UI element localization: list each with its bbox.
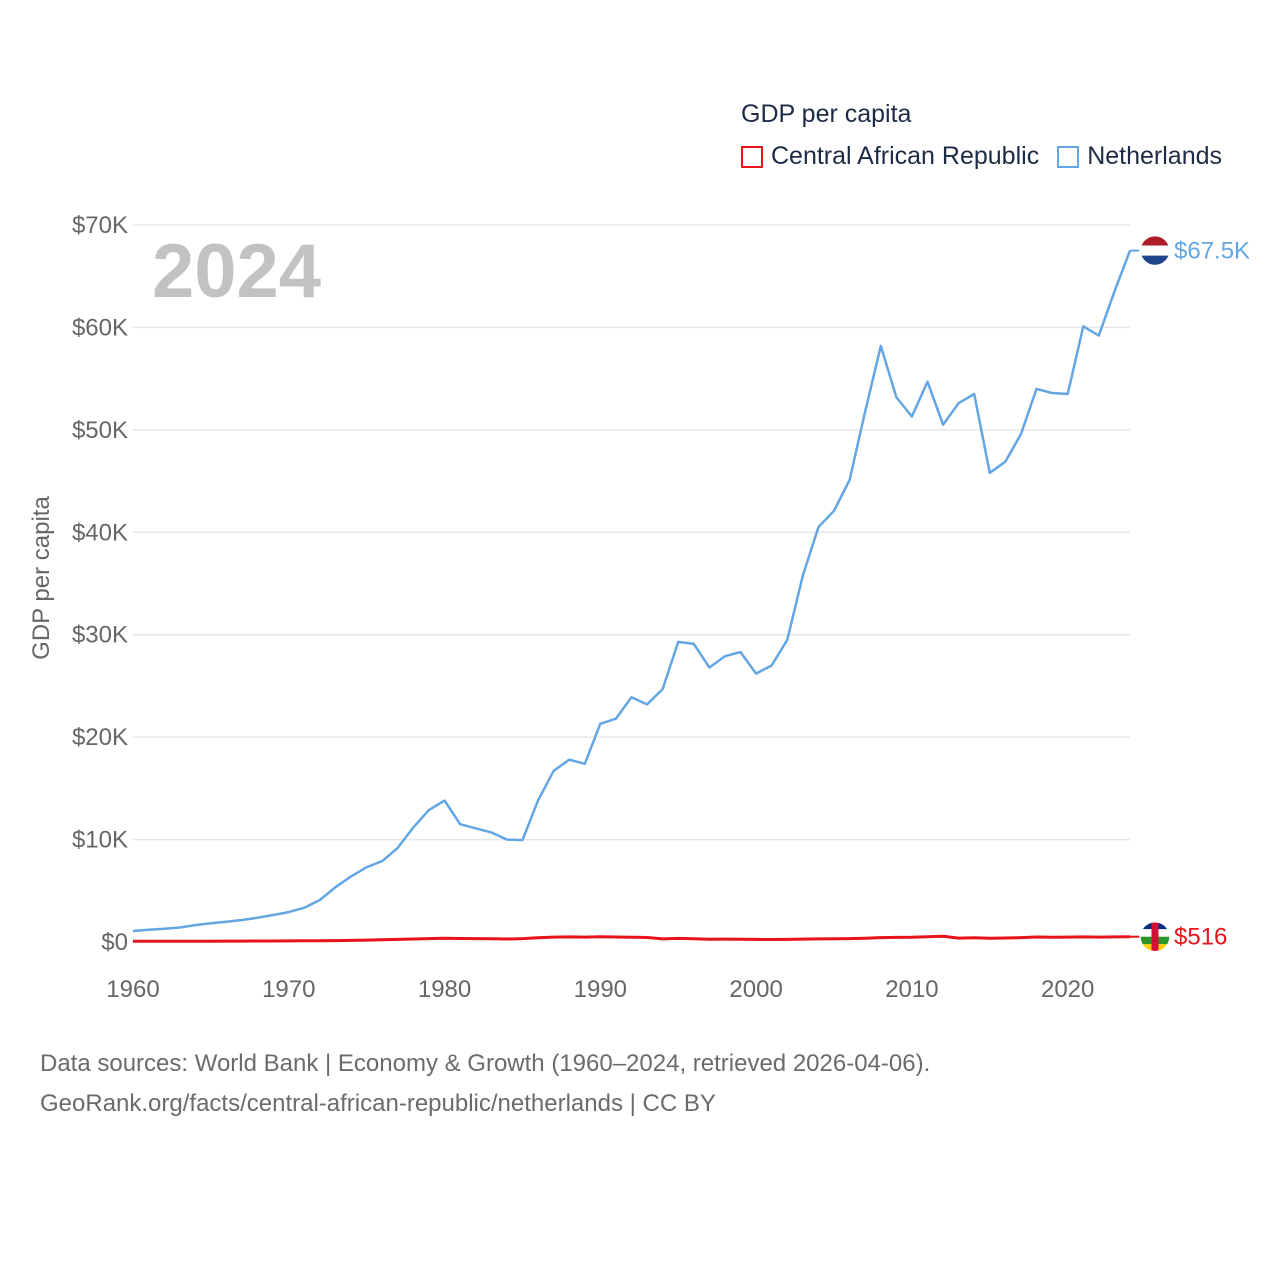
x-tick-label: 1970	[262, 976, 315, 1003]
y-tick-label: $10K	[72, 827, 128, 854]
legend-label-netherlands: Netherlands	[1087, 142, 1223, 170]
x-tick-label: 2020	[1041, 976, 1094, 1003]
legend-label-central-african-republic: Central African Republic	[771, 142, 1040, 170]
y-axis-ticks: $0 $10K $20K $30K $40K $50K $60K $70K	[72, 212, 128, 956]
y-tick-label: $0	[101, 929, 128, 956]
y-tick-label: $70K	[72, 212, 128, 239]
y-tick-label: $50K	[72, 417, 128, 444]
x-axis-ticks: 1960 1970 1980 1990 2000 2010 2020	[106, 976, 1094, 1003]
y-tick-label: $40K	[72, 519, 128, 546]
y-tick-label: $60K	[72, 314, 128, 341]
gridlines	[133, 224, 1130, 841]
legend-swatch-central-african-republic	[741, 145, 763, 168]
end-value-label-netherlands: $67.5K	[1174, 238, 1250, 265]
legend-item-central-african-republic[interactable]: Central African Republic	[741, 142, 1039, 171]
end-value-label-central-african-republic: $516	[1174, 924, 1227, 951]
source-note: Data sources: World Bank | Economy & Gro…	[40, 1044, 930, 1124]
netherlands-flag-icon-border	[1139, 234, 1171, 267]
year-label: 2024	[152, 229, 322, 314]
source-line-url[interactable]: GeoRank.org/facts/central-african-republ…	[40, 1090, 716, 1117]
legend-title: GDP per capita	[741, 100, 912, 128]
series-lines	[132, 250, 1132, 943]
series-line-netherlands[interactable]	[132, 250, 1132, 933]
central-african-republic-flag-icon	[1140, 921, 1170, 952]
y-tick-label: $30K	[72, 622, 128, 649]
x-tick-label: 1960	[106, 976, 159, 1003]
legend-item-netherlands[interactable]: Netherlands	[1057, 142, 1222, 171]
legend-swatch-netherlands	[1057, 145, 1080, 168]
end-markers: $516 $67.5K	[1130, 234, 1250, 953]
x-tick-label: 1980	[418, 976, 471, 1003]
netherlands-flag-icon	[1140, 235, 1170, 266]
x-tick-label: 2000	[729, 976, 782, 1003]
legend: Central African Republic Netherlands	[741, 142, 1240, 171]
source-line-data: Data sources: World Bank | Economy & Gro…	[40, 1050, 931, 1077]
x-tick-label: 2010	[885, 976, 938, 1003]
central-african-republic-flag-icon-border	[1139, 920, 1171, 953]
y-tick-label: $20K	[72, 724, 128, 751]
series-line-central-african-republic[interactable]	[133, 934, 1131, 943]
x-tick-label: 1990	[574, 976, 627, 1003]
y-axis-label: GDP per capita	[28, 496, 55, 660]
